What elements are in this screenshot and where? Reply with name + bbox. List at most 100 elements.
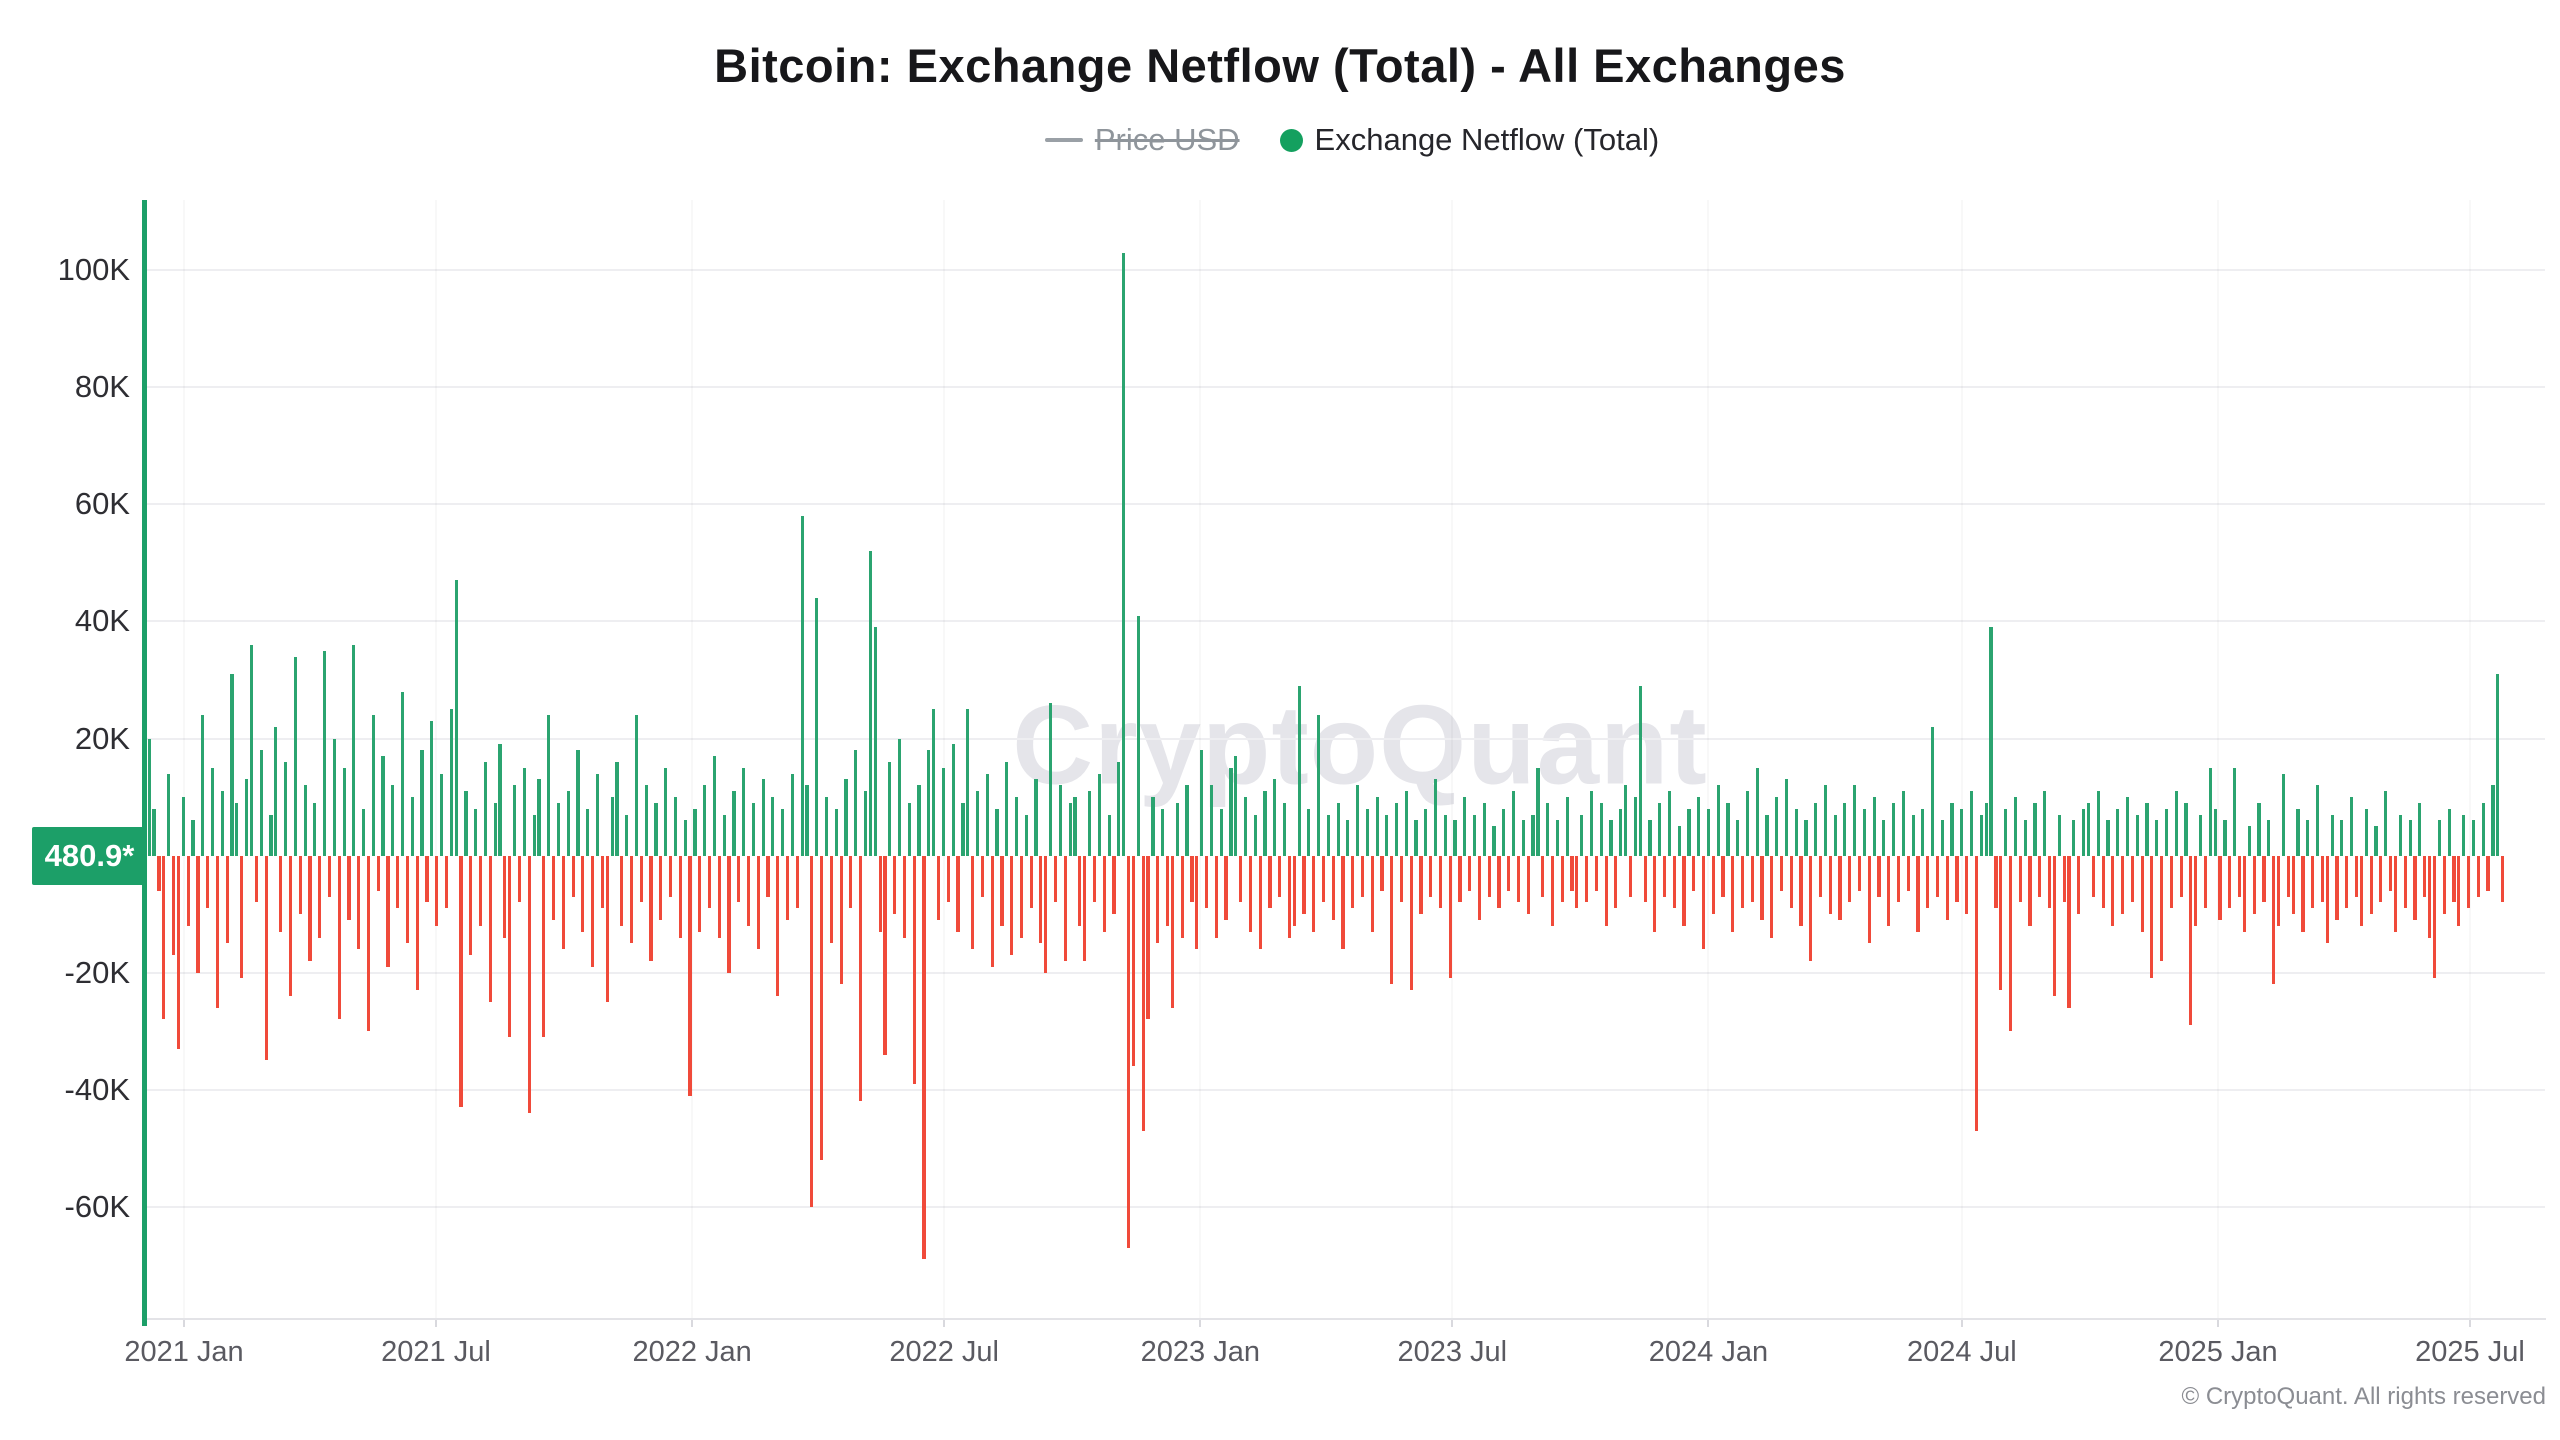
netflow-bar[interactable] bbox=[298, 855, 302, 915]
netflow-bar[interactable] bbox=[771, 797, 775, 856]
netflow-bar[interactable] bbox=[1063, 855, 1067, 961]
netflow-bar[interactable] bbox=[225, 855, 229, 944]
netflow-bar[interactable] bbox=[1950, 802, 1954, 856]
netflow-bar[interactable] bbox=[1697, 797, 1701, 856]
netflow-bar[interactable] bbox=[2086, 802, 2091, 856]
netflow-bar[interactable] bbox=[683, 820, 687, 856]
netflow-bar[interactable] bbox=[561, 855, 565, 950]
netflow-bar[interactable] bbox=[1229, 767, 1233, 856]
netflow-bar[interactable] bbox=[717, 855, 721, 938]
netflow-bar[interactable] bbox=[2150, 855, 2154, 979]
netflow-bar[interactable] bbox=[1516, 855, 1520, 903]
netflow-bar[interactable] bbox=[1711, 855, 1715, 915]
netflow-bar[interactable] bbox=[917, 785, 921, 856]
netflow-bar[interactable] bbox=[873, 627, 877, 856]
netflow-bar[interactable] bbox=[1034, 779, 1038, 856]
netflow-bar[interactable] bbox=[1999, 855, 2003, 991]
netflow-bar[interactable] bbox=[2301, 855, 2305, 932]
netflow-bar[interactable] bbox=[1258, 855, 1262, 950]
netflow-bar[interactable] bbox=[1589, 791, 1594, 856]
netflow-bar[interactable] bbox=[181, 797, 185, 856]
netflow-bar[interactable] bbox=[430, 720, 434, 856]
netflow-bar[interactable] bbox=[405, 855, 410, 944]
netflow-bar[interactable] bbox=[1472, 814, 1477, 856]
netflow-bar[interactable] bbox=[2213, 808, 2217, 856]
netflow-bar[interactable] bbox=[1789, 855, 1793, 909]
netflow-bar[interactable] bbox=[922, 855, 926, 1260]
netflow-bar[interactable] bbox=[2194, 855, 2198, 926]
netflow-bar[interactable] bbox=[1989, 627, 1993, 856]
netflow-bar[interactable] bbox=[2432, 855, 2437, 979]
netflow-bar[interactable] bbox=[313, 802, 317, 856]
netflow-bar[interactable] bbox=[781, 808, 785, 856]
netflow-bar[interactable] bbox=[2359, 855, 2363, 926]
netflow-bar[interactable] bbox=[1604, 855, 1608, 926]
netflow-bar[interactable] bbox=[1365, 808, 1369, 856]
netflow-bar[interactable] bbox=[1926, 855, 1930, 909]
netflow-bar[interactable] bbox=[1487, 855, 1491, 897]
netflow-bar[interactable] bbox=[1965, 855, 1969, 915]
netflow-bar[interactable] bbox=[1916, 855, 1920, 932]
netflow-bar[interactable] bbox=[2325, 855, 2329, 944]
netflow-bar[interactable] bbox=[971, 855, 975, 950]
netflow-bar[interactable] bbox=[1663, 855, 1667, 897]
netflow-bar[interactable] bbox=[1000, 855, 1004, 926]
netflow-bar[interactable] bbox=[352, 644, 356, 856]
netflow-bar[interactable] bbox=[293, 656, 297, 856]
netflow-bar[interactable] bbox=[980, 855, 984, 897]
netflow-bar[interactable] bbox=[1131, 855, 1136, 1067]
netflow-bar[interactable] bbox=[1068, 802, 1072, 856]
netflow-bar[interactable] bbox=[2281, 773, 2286, 856]
netflow-bar[interactable] bbox=[2345, 855, 2349, 909]
netflow-bar[interactable] bbox=[1979, 814, 1983, 856]
netflow-bar[interactable] bbox=[1239, 855, 1243, 903]
netflow-bar[interactable] bbox=[1073, 797, 1077, 856]
netflow-bar[interactable] bbox=[2379, 855, 2383, 903]
netflow-bar[interactable] bbox=[2043, 791, 2047, 856]
netflow-bar[interactable] bbox=[654, 802, 658, 856]
netflow-bar[interactable] bbox=[742, 767, 746, 856]
netflow-bar[interactable] bbox=[824, 797, 829, 856]
netflow-bar[interactable] bbox=[805, 785, 809, 856]
netflow-bar[interactable] bbox=[2481, 802, 2485, 856]
netflow-bar[interactable] bbox=[1877, 855, 1881, 897]
netflow-bar[interactable] bbox=[2291, 855, 2295, 915]
netflow-bar[interactable] bbox=[1360, 855, 1365, 897]
netflow-bar[interactable] bbox=[995, 808, 999, 856]
netflow-bar[interactable] bbox=[1960, 808, 1964, 856]
netflow-bar[interactable] bbox=[522, 767, 526, 856]
netflow-bar[interactable] bbox=[366, 855, 371, 1032]
netflow-bar[interactable] bbox=[1716, 785, 1720, 856]
netflow-bar[interactable] bbox=[863, 791, 868, 856]
netflow-bar[interactable] bbox=[1307, 808, 1311, 856]
netflow-bar[interactable] bbox=[2164, 808, 2169, 856]
netflow-bar[interactable] bbox=[1857, 855, 1862, 891]
netflow-bar[interactable] bbox=[357, 855, 361, 950]
netflow-bar[interactable] bbox=[1984, 802, 1988, 856]
netflow-bar[interactable] bbox=[1092, 855, 1097, 903]
netflow-bar[interactable] bbox=[2354, 855, 2359, 897]
netflow-bar[interactable] bbox=[342, 767, 346, 856]
netflow-bar[interactable] bbox=[649, 855, 653, 961]
netflow-bar[interactable] bbox=[1740, 855, 1745, 909]
netflow-bar[interactable] bbox=[673, 797, 678, 856]
netflow-bar[interactable] bbox=[629, 855, 634, 944]
netflow-bar[interactable] bbox=[464, 791, 468, 856]
netflow-bar[interactable] bbox=[269, 814, 273, 856]
netflow-bar[interactable] bbox=[1200, 750, 1204, 856]
netflow-bar[interactable] bbox=[1638, 685, 1642, 856]
netflow-bar[interactable] bbox=[1624, 785, 1628, 856]
netflow-bar[interactable] bbox=[1468, 855, 1472, 891]
netflow-bar[interactable] bbox=[2272, 855, 2276, 985]
netflow-bar[interactable] bbox=[1010, 855, 1014, 956]
netflow-bar[interactable] bbox=[1433, 779, 1438, 856]
netflow-bar[interactable] bbox=[171, 855, 176, 956]
netflow-bar[interactable] bbox=[1088, 791, 1092, 856]
netflow-bar[interactable] bbox=[756, 855, 760, 950]
netflow-bar[interactable] bbox=[1414, 820, 1418, 856]
netflow-bar[interactable] bbox=[2116, 808, 2120, 856]
netflow-bar[interactable] bbox=[776, 855, 780, 997]
netflow-bar[interactable] bbox=[1599, 802, 1603, 856]
netflow-bar[interactable] bbox=[1784, 779, 1788, 856]
netflow-bar[interactable] bbox=[2082, 808, 2086, 856]
